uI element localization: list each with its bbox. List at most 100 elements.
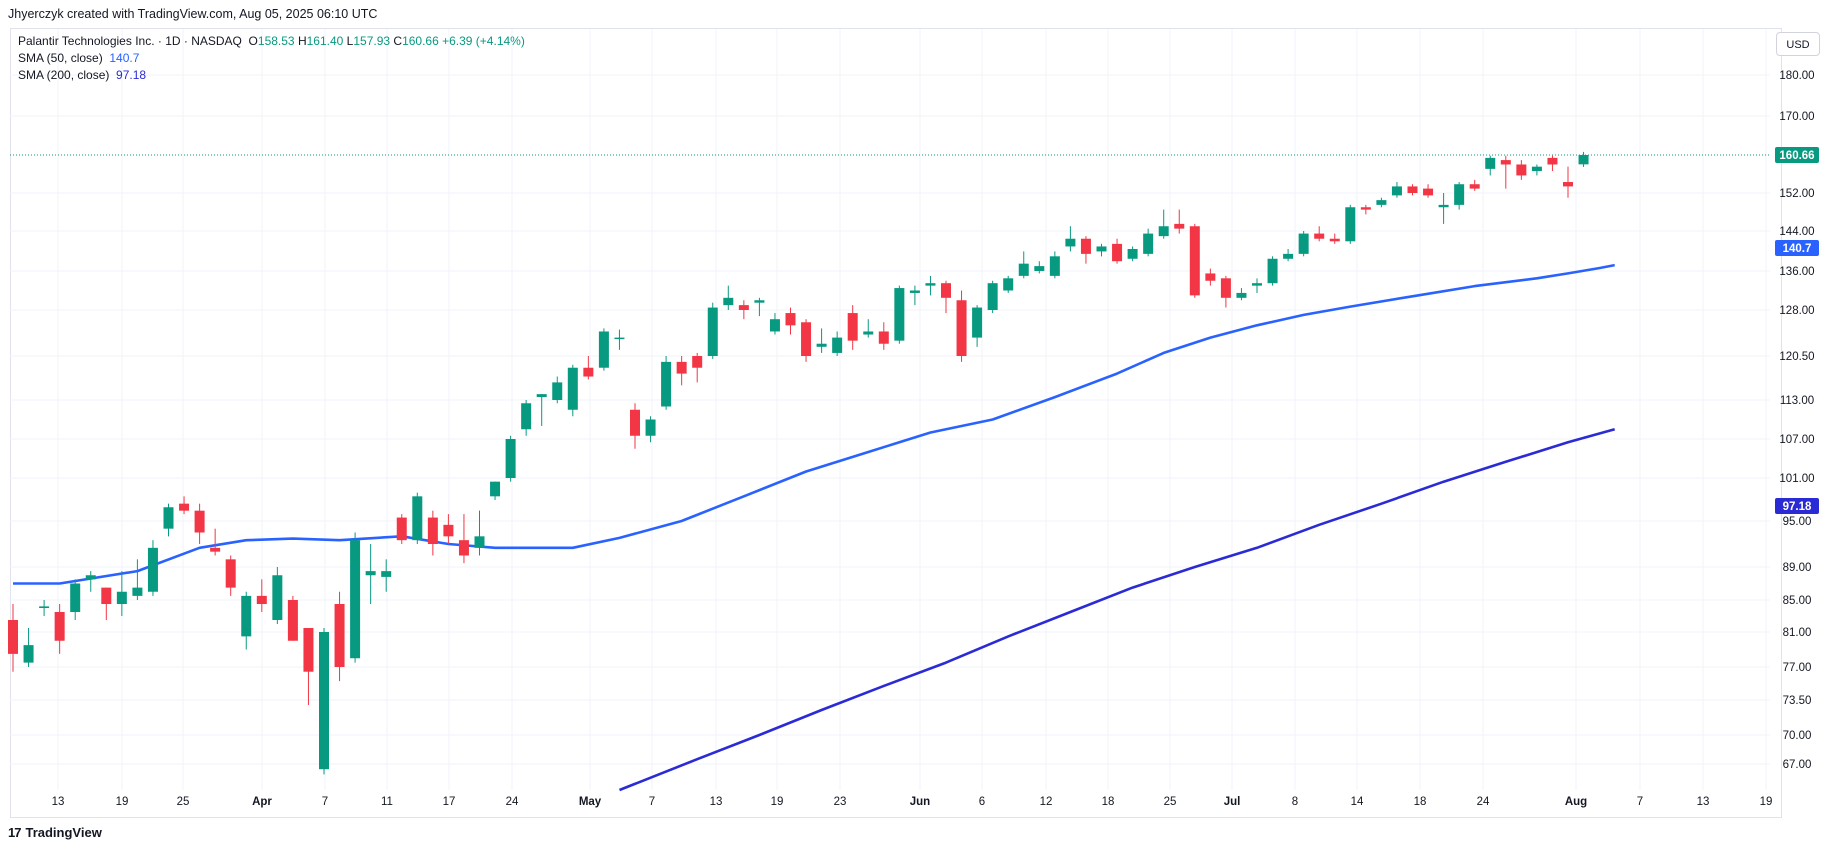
candle-body — [23, 645, 34, 663]
y-tick-label: 67.00 — [1783, 759, 1812, 771]
legend-symbol-row: Palantir Technologies Inc. · 1D · NASDAQ… — [18, 33, 525, 50]
candle-body — [1314, 233, 1325, 239]
candle-up — [1018, 251, 1029, 279]
candle-body — [1174, 223, 1185, 229]
y-tick-label: 128.00 — [1779, 305, 1814, 317]
y-tick-label: 70.00 — [1783, 730, 1812, 742]
candle-body — [334, 604, 345, 667]
tradingview-footer[interactable]: 17 TradingView — [8, 823, 102, 843]
candle-up — [909, 285, 920, 306]
high-value: 161.40 — [306, 34, 344, 48]
y-tick-label: 152.00 — [1779, 188, 1814, 200]
candle-down — [1547, 155, 1558, 172]
candle-down — [1360, 204, 1371, 215]
candle-body — [1423, 188, 1434, 196]
legend-sma50-row[interactable]: SMA (50, close) 140.7 — [18, 50, 525, 67]
candle-up — [567, 364, 578, 417]
candle-body — [319, 632, 329, 770]
candle-up — [536, 394, 547, 426]
candle-up — [972, 305, 983, 347]
candle-down — [801, 319, 812, 362]
candle-up — [474, 510, 485, 556]
y-tick-label: 180.00 — [1779, 70, 1814, 82]
candle-up — [645, 416, 656, 443]
x-tick-label: 19 — [771, 796, 784, 808]
candle-up — [1096, 243, 1107, 257]
candle-body — [1563, 182, 1573, 187]
candle-down — [1174, 209, 1185, 234]
symbol-title[interactable]: Palantir Technologies Inc. · 1D · NASDAQ — [18, 34, 242, 48]
candle-body — [1578, 155, 1589, 165]
x-tick-label: 8 — [1292, 796, 1298, 808]
x-tick-label: Aug — [1565, 796, 1587, 808]
x-tick-label: 13 — [52, 796, 65, 808]
candle-body — [54, 612, 65, 641]
candle-up — [70, 579, 81, 620]
sma50-value: 140.7 — [109, 51, 140, 65]
candle-up — [863, 319, 874, 338]
price-axis: 180.00 170.00 152.00 144.00 136.00 128.00 120.… — [1775, 70, 1819, 771]
moving-averages — [13, 263, 1616, 792]
candle-up — [23, 628, 34, 667]
candle-body — [878, 331, 889, 344]
candle-body — [1018, 263, 1029, 276]
x-tick-label: 25 — [1164, 796, 1177, 808]
candle-body — [1205, 273, 1216, 281]
candle-down — [8, 604, 18, 672]
candle-body — [723, 297, 734, 306]
candle-up — [1143, 228, 1154, 257]
candle-body — [1485, 157, 1496, 169]
candle-up — [1391, 182, 1402, 198]
candle-down — [334, 591, 345, 682]
candle-body — [1158, 226, 1169, 237]
open-value: 158.53 — [257, 34, 295, 48]
legend-sma200-row[interactable]: SMA (200, close) 97.18 — [18, 67, 525, 84]
candle-body — [194, 510, 205, 533]
low-value: 157.93 — [353, 34, 391, 48]
candle-body — [894, 288, 905, 341]
candle-up — [1127, 246, 1138, 262]
grid — [10, 29, 1770, 790]
candle-down — [956, 290, 967, 362]
candle-body — [676, 361, 687, 374]
y-tick-label: 89.00 — [1783, 562, 1812, 574]
y-tick-label: 73.50 — [1783, 695, 1812, 707]
candle-body — [738, 305, 749, 310]
candle-body — [474, 536, 485, 548]
currency-button[interactable]: USD — [1776, 32, 1820, 56]
y-tick-label: 95.00 — [1783, 516, 1812, 528]
change-value: +6.39 (+4.14%) — [442, 34, 525, 48]
candle-up — [272, 567, 283, 624]
x-tick-label: 25 — [177, 796, 190, 808]
y-tick-label: 144.00 — [1779, 226, 1814, 238]
candle-down — [1563, 166, 1573, 198]
candle-body — [1034, 266, 1045, 271]
x-tick-label: 13 — [1697, 796, 1710, 808]
candle-up — [925, 275, 936, 296]
chart-frame[interactable] — [10, 28, 1782, 818]
sma200-price-badge — [1775, 498, 1819, 514]
candle-body — [614, 337, 625, 340]
candle-up — [412, 492, 423, 544]
candle-body — [443, 524, 454, 537]
candle-down — [878, 322, 889, 350]
candle-body — [972, 307, 983, 338]
sma200-line — [619, 428, 1616, 792]
tradingview-logo-icon: 17 — [8, 825, 22, 840]
candle-body — [256, 595, 267, 604]
candle-body — [1252, 283, 1262, 286]
candle-up — [505, 435, 516, 482]
y-tick-label: 136.00 — [1779, 266, 1814, 278]
candle-up — [1376, 197, 1387, 208]
candle-body — [1127, 248, 1138, 259]
candle-body — [85, 575, 96, 580]
candle-body — [1298, 233, 1309, 254]
time-axis: 13 19 25 Apr 7 11 17 24 May 7 13 19 23 Jun 6 12 18 25 Jul 8… — [52, 796, 1773, 808]
x-tick-label: 12 — [1040, 796, 1053, 808]
candle-body — [567, 367, 578, 410]
candle-up — [1485, 155, 1496, 176]
candle-up — [132, 559, 143, 600]
candle-body — [116, 591, 127, 604]
candle-body — [1345, 207, 1356, 242]
